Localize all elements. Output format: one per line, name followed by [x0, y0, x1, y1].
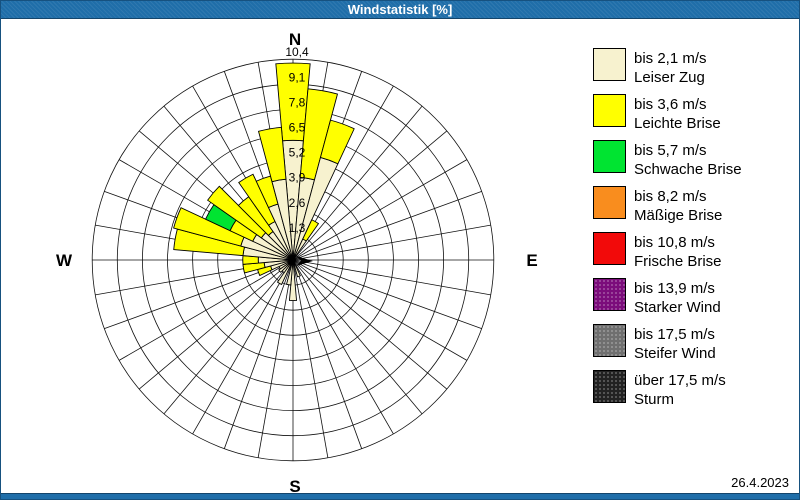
legend-label: bis 10,8 m/s Frische Brise — [634, 232, 722, 271]
date-label: 26.4.2023 — [731, 475, 789, 490]
legend-item: über 17,5 m/s Sturm — [593, 370, 742, 408]
compass-label-n: N — [289, 30, 301, 49]
legend-color-swatch — [593, 370, 626, 403]
legend-speed: bis 13,9 m/s — [634, 280, 715, 297]
legend-item: bis 10,8 m/s Frische Brise — [593, 232, 742, 270]
window-titlebar[interactable]: Windstatistik [%] — [1, 1, 799, 19]
legend-label: bis 3,6 m/s Leichte Brise — [634, 94, 721, 133]
legend-item: bis 13,9 m/s Starker Wind — [593, 278, 742, 316]
ring-label: 7,8 — [289, 95, 306, 109]
window-title: Windstatistik [%] — [347, 2, 453, 17]
legend-item: bis 3,6 m/s Leichte Brise — [593, 94, 742, 132]
legend-color-swatch — [593, 232, 626, 265]
chart-area: 1,3 2,6 3,9 5,2 6,5 7,8 9,1 10,4 N S W E bis 2,1 m/… — [1, 19, 799, 495]
ring-label: 5,2 — [289, 146, 306, 160]
legend-color-swatch — [593, 48, 626, 81]
legend-speed: bis 5,7 m/s — [634, 142, 707, 159]
legend-label: über 17,5 m/s Sturm — [634, 370, 726, 409]
legend-name: Leiser Zug — [634, 69, 705, 86]
wind-sector-bar-160 — [292, 259, 301, 278]
legend-name: Mäßige Brise — [634, 207, 723, 224]
ring-label: 6,5 — [289, 121, 306, 135]
wind-sector-bar-30 — [302, 219, 320, 242]
legend-label: bis 17,5 m/s Steifer Wind — [634, 324, 716, 363]
legend-color-swatch — [593, 186, 626, 219]
legend-speed: bis 3,6 m/s — [634, 96, 707, 113]
legend-speed: über 17,5 m/s — [634, 372, 726, 389]
legend-speed: bis 8,2 m/s — [634, 188, 707, 205]
legend-color-swatch — [593, 94, 626, 127]
ring-label: 3,9 — [289, 171, 306, 185]
wind-sector-bar-190 — [285, 259, 294, 286]
windrose-chart: 1,3 2,6 3,9 5,2 6,5 7,8 9,1 10,4N S W E — [56, 30, 538, 495]
legend-speed: bis 17,5 m/s — [634, 326, 715, 343]
ring-label: 1,3 — [289, 221, 306, 235]
compass-label-w: W — [56, 251, 73, 270]
legend-name: Schwache Brise — [634, 161, 742, 178]
legend-label: bis 2,1 m/s Leiser Zug — [634, 48, 707, 87]
legend-item: bis 5,7 m/s Schwache Brise — [593, 140, 742, 178]
legend-color-swatch — [593, 278, 626, 311]
legend-color-swatch — [593, 140, 626, 173]
legend-name: Sturm — [634, 391, 675, 408]
legend-speed: bis 10,8 m/s — [634, 234, 715, 251]
legend-name: Starker Wind — [634, 299, 721, 316]
wind-sector-bar-230 — [278, 259, 294, 273]
wind-direction-arrow-icon — [296, 256, 313, 266]
legend-name: Steifer Wind — [634, 345, 716, 362]
legend-color-swatch — [593, 324, 626, 357]
wind-sector-bar-350 — [257, 126, 287, 183]
compass-label-s: S — [289, 477, 300, 495]
compass-label-e: E — [526, 251, 537, 270]
ring-label: 2,6 — [289, 196, 306, 210]
legend-item: bis 8,2 m/s Mäßige Brise — [593, 186, 742, 224]
legend-item: bis 2,1 m/s Leiser Zug — [593, 48, 742, 86]
ring-label: 10,4 — [285, 45, 309, 59]
legend-name: Leichte Brise — [634, 115, 721, 132]
center-marker — [290, 257, 296, 263]
wind-sector-bar-20 — [319, 119, 355, 165]
legend-label: bis 8,2 m/s Mäßige Brise — [634, 186, 722, 225]
legend-item: bis 17,5 m/s Steifer Wind — [593, 324, 742, 362]
ring-label: 9,1 — [289, 70, 306, 84]
legend-label: bis 13,9 m/s Starker Wind — [634, 278, 721, 317]
legend: bis 2,1 m/s Leiser Zug bis 3,6 m/s Leichte … — [593, 48, 742, 408]
wind-sector-bar-180 — [288, 259, 298, 301]
legend-name: Frische Brise — [634, 253, 722, 270]
window-bottom-bar — [1, 493, 799, 499]
legend-speed: bis 2,1 m/s — [634, 50, 707, 67]
legend-label: bis 5,7 m/s Schwache Brise — [634, 140, 742, 179]
